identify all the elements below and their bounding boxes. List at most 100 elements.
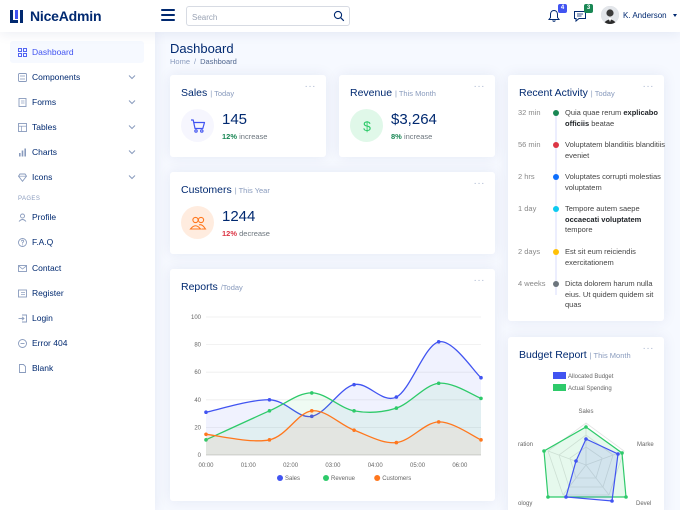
activity-item: 1 day Tempore autem saepe occaecati volu… bbox=[518, 204, 666, 234]
breadcrumb-home-link[interactable]: Home bbox=[170, 57, 191, 66]
radar-series-allocated bbox=[565, 438, 619, 502]
legend-swatch-allocated bbox=[553, 372, 566, 379]
card-options-button[interactable]: ··· bbox=[473, 275, 485, 286]
budget-report-card: Budget Report | This Month ··· Allocated… bbox=[508, 337, 664, 510]
avatar bbox=[601, 6, 619, 24]
sidebar-item-profile[interactable]: Profile bbox=[10, 206, 144, 228]
card-options-button[interactable]: ··· bbox=[473, 178, 485, 189]
card-options-button[interactable]: ··· bbox=[304, 81, 316, 92]
sidebar-item-register[interactable]: Register bbox=[10, 282, 144, 304]
sidebar-toggle-button[interactable] bbox=[161, 9, 175, 21]
data-point-sales bbox=[267, 398, 272, 402]
breadcrumb: Home / Dashboard bbox=[170, 57, 237, 66]
card-filter-label: | This Year bbox=[234, 186, 270, 195]
data-point-sales bbox=[394, 395, 399, 399]
sidebar-item-faq[interactable]: F.A.Q bbox=[10, 231, 144, 253]
series-area-revenue bbox=[206, 383, 481, 455]
card-title: Customers | This Year bbox=[181, 184, 270, 196]
data-point-customers bbox=[204, 432, 208, 437]
activity-dot-icon bbox=[553, 206, 559, 212]
stat-icon-circle: $ bbox=[350, 109, 383, 142]
notifications-badge: 4 bbox=[558, 4, 567, 13]
envelope-icon bbox=[17, 263, 27, 273]
question-circle-icon bbox=[17, 237, 27, 247]
y-tick-label: 80 bbox=[194, 343, 201, 349]
person-icon bbox=[17, 212, 27, 222]
activity-time: 56 min bbox=[518, 140, 541, 149]
activity-item: 4 weeks Dicta dolorem harum nulla eius. … bbox=[518, 279, 666, 309]
sidebar-item-contact[interactable]: Contact bbox=[10, 257, 144, 279]
search-icon[interactable] bbox=[333, 10, 345, 22]
dash-circle-icon bbox=[17, 338, 27, 348]
card-filter-label: | This Month bbox=[394, 89, 436, 98]
card-options-button[interactable]: ··· bbox=[642, 343, 654, 354]
layout-text-icon bbox=[17, 122, 27, 132]
sidebar-item-login[interactable]: Login bbox=[10, 307, 144, 329]
x-tick-label: 04:00 bbox=[368, 463, 384, 469]
menu-button-icon bbox=[17, 72, 27, 82]
stat-change: 8% increase bbox=[391, 132, 432, 141]
card-title-text: Customers bbox=[181, 184, 232, 196]
sidebar-item-label: Profile bbox=[32, 212, 57, 222]
data-point-revenue bbox=[204, 438, 208, 442]
card-title: Recent Activity | Today bbox=[519, 87, 615, 99]
journal-text-icon bbox=[17, 97, 27, 107]
data-point-revenue bbox=[436, 381, 441, 386]
card-title-text: Sales bbox=[181, 87, 208, 99]
card-options-button[interactable]: ··· bbox=[642, 81, 654, 92]
sidebar-item-label: Register bbox=[32, 288, 64, 298]
x-tick-label: 06:00 bbox=[452, 463, 468, 469]
legend-label-actual: Actual Spending bbox=[568, 386, 612, 392]
search-bar bbox=[186, 6, 350, 27]
sidebar-item-forms[interactable]: Forms bbox=[10, 91, 144, 113]
bar-chart-icon bbox=[17, 147, 27, 157]
data-point-customers bbox=[394, 440, 399, 445]
search-input[interactable] bbox=[187, 8, 327, 27]
activity-time: 2 days bbox=[518, 247, 541, 256]
sidebar-item-blank[interactable]: Blank bbox=[10, 357, 144, 379]
legend-marker-revenue bbox=[323, 475, 329, 481]
messages-button[interactable]: 3 bbox=[573, 4, 593, 23]
svg-text:$: $ bbox=[363, 118, 371, 134]
radar-axis-label: Marke bbox=[637, 442, 654, 448]
card-filter-label: /Today bbox=[220, 283, 243, 292]
card-title-text: Reports bbox=[181, 281, 218, 293]
sidebar-item-label: Blank bbox=[32, 363, 54, 373]
logo[interactable]: NiceAdmin bbox=[10, 8, 102, 24]
card-options-button[interactable]: ··· bbox=[473, 81, 485, 92]
logo-text: NiceAdmin bbox=[30, 8, 102, 24]
activity-item: 2 days Est sit eum reiciendis exercitati… bbox=[518, 247, 666, 277]
y-tick-label: 100 bbox=[191, 315, 202, 321]
card-title-text: Budget Report bbox=[519, 349, 587, 361]
notifications-button[interactable]: 4 bbox=[547, 4, 567, 23]
chevron-down-icon bbox=[128, 175, 136, 180]
sidebar-item-charts[interactable]: Charts bbox=[10, 141, 144, 163]
caret-down-icon bbox=[672, 13, 677, 17]
stat-value: $3,264 bbox=[391, 111, 437, 128]
card-filter-label: | Today bbox=[590, 89, 615, 98]
radar-axis-label: Devel bbox=[636, 501, 651, 507]
activity-text: Dicta dolorem harum nulla eius. Ut quide… bbox=[565, 279, 654, 309]
sidebar-item-dashboard[interactable]: Dashboard bbox=[10, 41, 144, 63]
people-icon bbox=[188, 216, 207, 230]
radar-axis-label: ology bbox=[518, 501, 532, 507]
card-title: Sales | Today bbox=[181, 87, 234, 99]
sidebar-item-icons[interactable]: Icons bbox=[10, 166, 144, 188]
legend-label-allocated: Allocated Budget bbox=[568, 374, 614, 380]
sidebar-item-error-404[interactable]: Error 404 bbox=[10, 332, 144, 354]
sidebar-item-components[interactable]: Components bbox=[10, 66, 144, 88]
top-header: NiceAdmin 4 3 bbox=[0, 0, 680, 32]
file-icon bbox=[17, 363, 27, 373]
sidebar-item-tables[interactable]: Tables bbox=[10, 116, 144, 138]
sidebar-item-label: Contact bbox=[32, 263, 62, 273]
stat-icon-circle bbox=[181, 206, 214, 239]
sidebar: Dashboard Components Forms Tables Charts… bbox=[0, 32, 155, 510]
change-label: increase bbox=[403, 132, 433, 141]
profile-dropdown[interactable]: K. Anderson bbox=[601, 6, 677, 24]
customers-card: Customers | This Year ··· 1244 12% decre… bbox=[170, 172, 495, 254]
data-point-customers bbox=[352, 428, 356, 432]
data-point-customers bbox=[436, 420, 441, 424]
currency-dollar-icon: $ bbox=[363, 118, 371, 134]
sales-card: Sales | Today ··· 145 12% increase bbox=[170, 75, 326, 157]
activity-text: Voluptatem blanditiis blanditiis eveniet bbox=[565, 140, 666, 160]
